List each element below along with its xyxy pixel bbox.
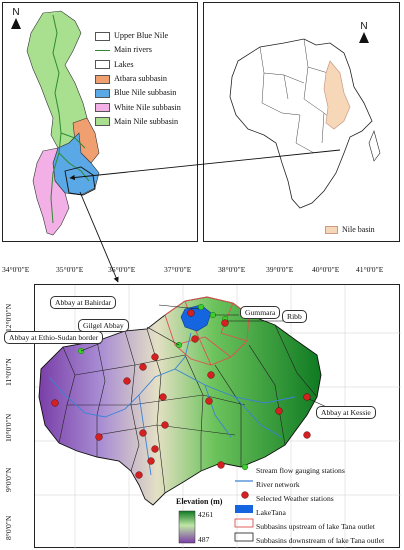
legend-lake-symbol xyxy=(235,505,253,513)
elevation-max: 4261 xyxy=(198,510,214,519)
north-arrow-icon: N xyxy=(359,21,369,43)
madagascar-outline xyxy=(368,130,381,162)
legend-item: Upper Blue Nile xyxy=(95,29,197,43)
gauge-bahirdar xyxy=(197,303,205,311)
legend-swatch xyxy=(95,60,110,70)
nile-subbasin-panel: N Upper Blue Nile Main rivers Lakes Atba… xyxy=(2,2,198,242)
nile-basin-highlight xyxy=(323,60,351,130)
elevation-min: 487 xyxy=(198,535,210,544)
callout-abbay-bahirdar: Abbay at Bahirdar xyxy=(50,296,117,309)
legend-lake-label: LakeTana xyxy=(256,508,286,517)
nile-basin-swatch xyxy=(325,225,338,234)
callout-abbay-kessie: Abbay at Kessie xyxy=(316,406,376,419)
atbara-river xyxy=(60,132,86,149)
x-tick-label: 40°0'0"E xyxy=(312,265,340,274)
weather-stations xyxy=(51,309,311,479)
legend-swatch xyxy=(95,49,110,51)
x-tick-label: 34°0'0"E xyxy=(2,265,30,274)
legend-swatch xyxy=(95,103,110,113)
legend-item: Main rivers xyxy=(95,43,197,57)
elevation-legend: Elevation (m) xyxy=(176,497,222,506)
river-network xyxy=(48,332,296,476)
africa-map xyxy=(229,38,381,209)
legend-item: White Nile subbasin xyxy=(95,100,197,114)
legend-gauge-symbol xyxy=(241,463,249,471)
white-nile-subbasin xyxy=(32,147,70,236)
north-label: N xyxy=(12,7,20,18)
x-tick-label: 39°0'0"E xyxy=(266,265,294,274)
legend-river-label: River network xyxy=(256,480,300,489)
main-river xyxy=(50,14,62,224)
callout-ribb: Ribb xyxy=(282,310,307,323)
downstream-subbasins xyxy=(58,324,318,494)
legend-weather-label: Selected Weather stations xyxy=(256,494,334,503)
legend-downstream-symbol xyxy=(234,532,254,542)
gauge-gummara xyxy=(209,311,217,319)
legend-swatch xyxy=(95,74,110,84)
x-tick-label: 38°0'0"E xyxy=(218,265,246,274)
legend-gauge-label: Stream flow gauging stations xyxy=(256,466,345,475)
callout-gummara: Gummara xyxy=(240,306,281,319)
legend-swatch xyxy=(95,31,110,41)
africa-outline xyxy=(229,38,373,209)
callout-gilgel-abbay: Gilgel Abbay xyxy=(78,319,129,332)
legend-item: Atbara subbasin xyxy=(95,72,197,86)
y-tick-label: 9°0'0"N xyxy=(4,467,13,492)
legend-item: Main Nile subbasin xyxy=(95,115,197,129)
elevation-colorbar xyxy=(178,510,196,544)
north-arrow-icon: N xyxy=(11,7,21,29)
legend-weather-symbol xyxy=(241,491,249,499)
legend-downstream-label: Subbasins downstream of lake Tana outlet xyxy=(256,536,385,545)
north-label: N xyxy=(360,21,368,32)
africa-legend: Nile basin xyxy=(325,225,375,234)
legend-upstream-label: Subbasins upstream of lake Tana outlet xyxy=(256,522,375,531)
x-tick-label: 37°0'0"E xyxy=(164,265,192,274)
legend-swatch xyxy=(95,88,110,98)
nile-legend: Upper Blue Nile Main rivers Lakes Atbara… xyxy=(95,29,197,129)
legend-item: Lakes xyxy=(95,58,197,72)
x-tick-label: 35°0'0"E xyxy=(56,265,84,274)
legend-upstream-symbol xyxy=(234,518,254,528)
nile-basin-legend-label: Nile basin xyxy=(342,225,375,234)
y-tick-label: 8°0'0"N xyxy=(4,515,13,540)
elevation-map xyxy=(35,285,401,549)
y-tick-label: 11°0'0"N xyxy=(4,358,13,386)
legend-swatch xyxy=(95,117,110,127)
y-tick-label: 12°0'0"N xyxy=(4,303,13,332)
x-tick-label: 36°0'0"E xyxy=(108,265,136,274)
y-tick-label: 10°0'0"N xyxy=(4,413,13,442)
country-borders xyxy=(259,38,337,154)
x-tick-label: 41°0'0"E xyxy=(356,265,384,274)
callout-ethio-sudan-border: Abbay at Ethio-Sudan border xyxy=(4,331,104,344)
legend-item: Blue Nile subbasin xyxy=(95,86,197,100)
elevation-title: Elevation (m) xyxy=(176,497,223,506)
africa-panel: N xyxy=(203,2,400,242)
